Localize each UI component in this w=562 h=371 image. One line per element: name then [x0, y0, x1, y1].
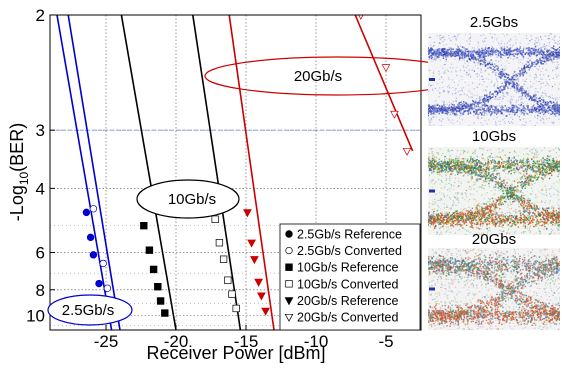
- x-tick-label: -15: [234, 332, 259, 351]
- legend-marker: [284, 313, 294, 322]
- legend-marker: [285, 230, 293, 238]
- y-tick-label: 8: [36, 281, 45, 300]
- annotation-10gbs-ellipse: [136, 179, 240, 219]
- data-point: [381, 64, 391, 73]
- data-point: [402, 147, 412, 156]
- data-point: [99, 259, 107, 268]
- data-point: [257, 292, 266, 301]
- legend-entry: 2.5Gb/s Reference: [297, 228, 402, 242]
- data-point: [89, 251, 98, 259]
- y-tick-label: 3: [36, 121, 45, 140]
- fit-line-10gb-s-reference: [120, 15, 177, 330]
- legend-marker: [285, 280, 293, 288]
- data-point: [89, 205, 98, 213]
- y-axis-label-main: -Log: [7, 185, 27, 221]
- x-tick-label: -20: [164, 332, 189, 351]
- fit-line-10gb-s-converted: [192, 15, 242, 330]
- data-point: [156, 297, 165, 305]
- fit-line-2-5gb-s-converted: [67, 15, 121, 330]
- x-tick-label: -5: [378, 332, 393, 351]
- data-point: [250, 256, 259, 265]
- data-point: [103, 284, 112, 292]
- data-point: [140, 221, 148, 230]
- legend-entry: 10Gb/s Reference: [297, 261, 398, 275]
- eye-title-20gbs: 20Gbs: [472, 231, 516, 248]
- legend-marker: [285, 246, 293, 255]
- legend-entry: 20Gb/s Reference: [297, 294, 398, 308]
- eye-diagram-20gbs: [428, 248, 560, 330]
- data-point: [82, 208, 91, 217]
- data-point: [261, 307, 270, 316]
- x-tick-label: -10: [304, 332, 329, 351]
- x-tick-label: -25: [94, 332, 119, 351]
- data-point: [247, 239, 256, 248]
- fit-line-20gb-s-converted: [354, 15, 414, 152]
- y-axis-label: -Log10(BER): [7, 123, 31, 221]
- data-point: [149, 265, 158, 274]
- data-point: [254, 278, 263, 287]
- data-point: [243, 209, 252, 218]
- axis-ticks: -25 -20 -15 -10 -5 2 3 4 6 8 10: [26, 6, 393, 351]
- plot-frame: [49, 14, 422, 331]
- legend-marker: [285, 263, 293, 271]
- data-point: [358, 15, 364, 20]
- fit-lines: [56, 15, 414, 330]
- eye-diagram-2-5gbs: [428, 33, 560, 126]
- eye-diagram-10gbs: [428, 147, 560, 235]
- annotation-2-5gbs-ellipse: [47, 294, 133, 326]
- data-point: [390, 110, 399, 119]
- legend: 2.5Gb/s Reference 2.5Gb/s Converted 10Gb/s…: [279, 223, 421, 331]
- annotation-2-5gbs: 2.5Gb/s: [62, 302, 115, 319]
- x-axis-label: Receiver Power [dBm]: [146, 343, 325, 363]
- y-tick-label: 6: [36, 244, 45, 263]
- data-point: [219, 255, 228, 263]
- svg-text:-Log10(BER): -Log10(BER): [7, 123, 31, 221]
- y-tick-label: 4: [36, 179, 45, 198]
- legend-entry: 2.5Gb/s Converted: [297, 244, 402, 258]
- y-axis-label-sub: 10: [17, 171, 31, 185]
- eye-title-10gbs: 10Gbs: [472, 128, 516, 145]
- legend-marker: [284, 297, 294, 306]
- data-point: [95, 279, 103, 288]
- legend-box: [279, 223, 421, 331]
- data-point: [161, 309, 169, 317]
- fit-line-2-5gb-s-reference: [56, 15, 113, 330]
- data-point: [215, 239, 224, 247]
- legend-entry: 20Gb/s Converted: [297, 311, 398, 325]
- data-point: [86, 233, 95, 242]
- data-point: [232, 304, 240, 313]
- legend-entry: 10Gb/s Converted: [297, 277, 398, 291]
- data-point: [211, 215, 219, 223]
- eye-title-2-5gbs: 2.5Gbs: [470, 14, 518, 31]
- y-tick-label: 2: [36, 6, 45, 25]
- data-point: [224, 276, 232, 284]
- y-axis-label-tail: (BER): [7, 123, 27, 172]
- fit-line-20gb-s-reference: [228, 15, 275, 330]
- annotation-20gbs: 20Gb/s: [294, 68, 342, 85]
- annotation-10gbs: 10Gb/s: [168, 191, 216, 208]
- data-point: [228, 290, 236, 298]
- data-point: [154, 283, 162, 291]
- data-point: [145, 246, 154, 254]
- y-tick-label: 10: [26, 306, 45, 325]
